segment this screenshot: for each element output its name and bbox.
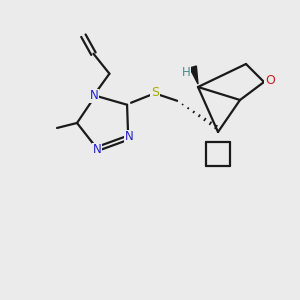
Text: N: N — [125, 130, 134, 143]
Text: N: N — [93, 143, 102, 156]
Text: O: O — [265, 74, 275, 88]
Text: H: H — [182, 67, 190, 80]
Text: S: S — [151, 86, 159, 99]
Text: N: N — [90, 89, 99, 102]
Polygon shape — [190, 66, 198, 84]
